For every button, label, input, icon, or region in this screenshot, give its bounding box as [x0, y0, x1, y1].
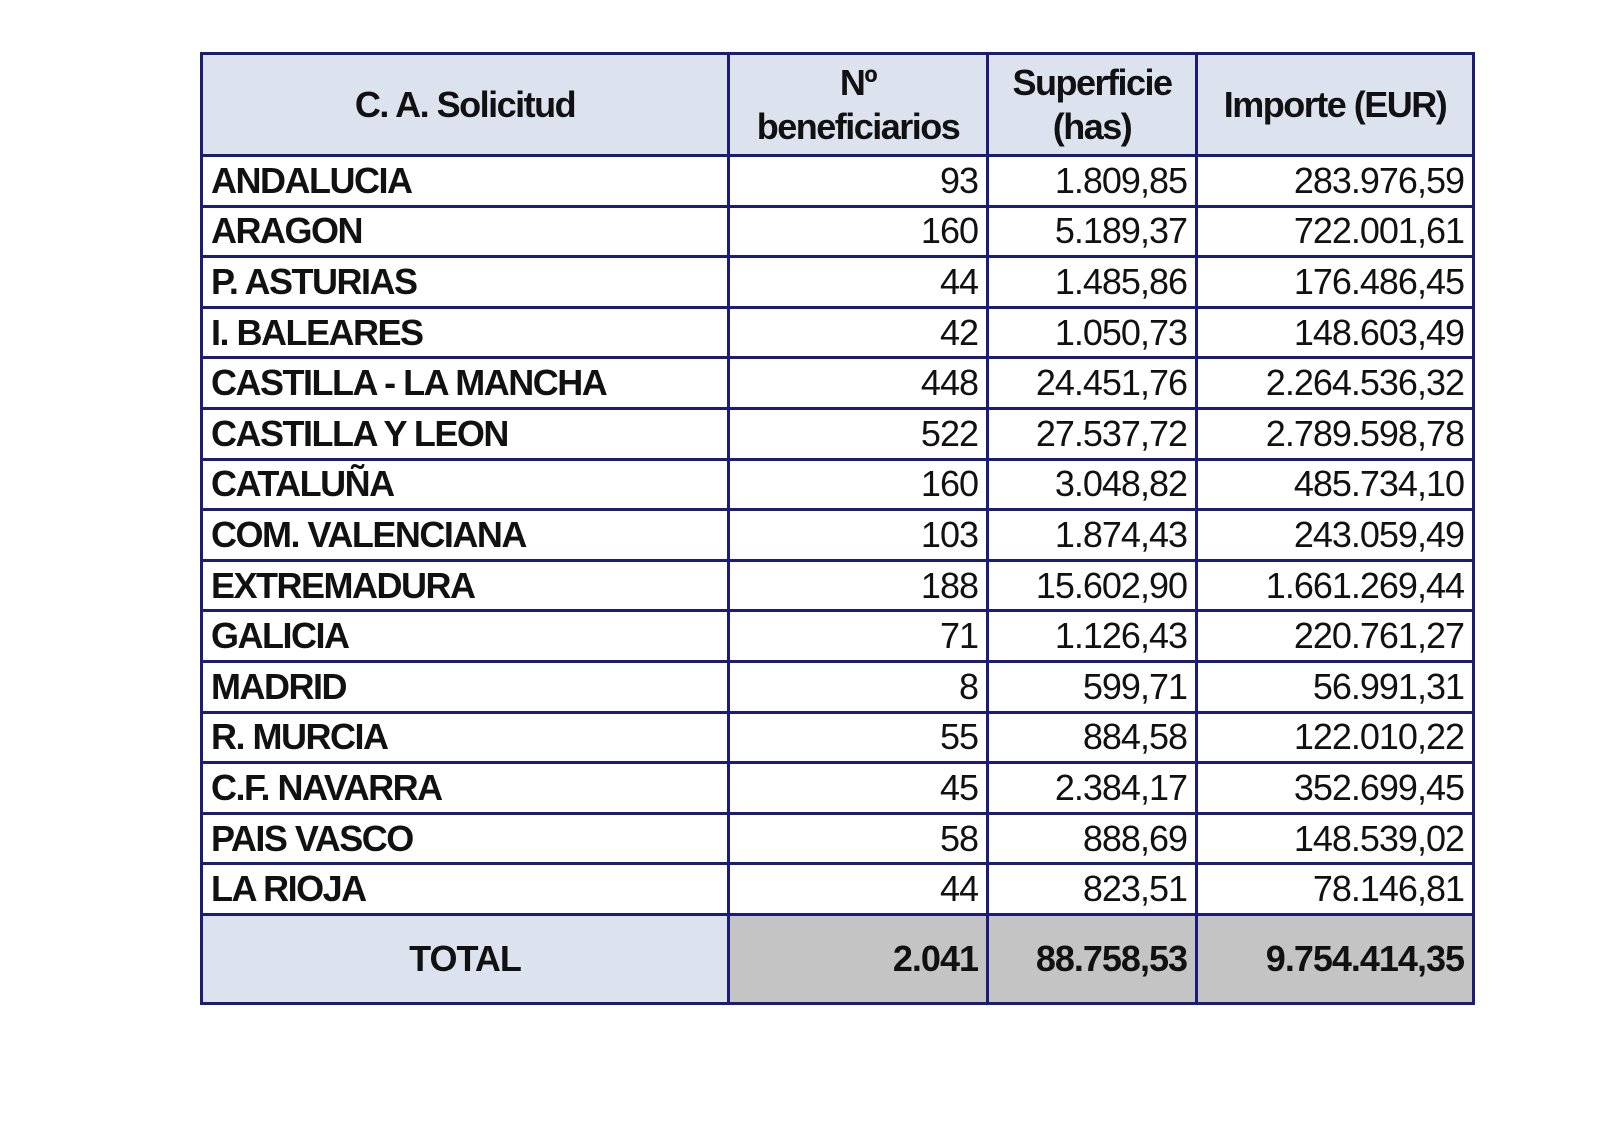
cell-superficie: 5.189,37	[986, 204, 1198, 259]
cell-superficie: 1.485,86	[986, 255, 1198, 309]
cell-region: ANDALUCIA	[200, 154, 730, 208]
cell-beneficiarios: 188	[727, 558, 989, 613]
cell-superficie: 888,69	[986, 811, 1198, 866]
cell-region: EXTREMADURA	[200, 558, 730, 613]
cell-region: CATALUÑA	[200, 457, 730, 512]
table-row: CASTILLA - LA MANCHA 448 24.451,76 2.264.53…	[200, 356, 1475, 410]
cell-importe: 56.991,31	[1195, 659, 1475, 714]
cell-region: GALICIA	[200, 609, 730, 663]
cell-importe: 148.603,49	[1195, 305, 1475, 360]
cell-region: ARAGON	[200, 204, 730, 259]
cell-beneficiarios: 58	[727, 811, 989, 866]
cell-beneficiarios: 42	[727, 305, 989, 360]
cell-beneficiarios: 45	[727, 761, 989, 815]
cell-region: COM. VALENCIANA	[200, 508, 730, 562]
cell-superficie: 1.874,43	[986, 508, 1198, 562]
table-row: R. MURCIA 55 884,58 122.010,22	[200, 710, 1475, 765]
cell-importe: 220.761,27	[1195, 609, 1475, 663]
cell-importe: 148.539,02	[1195, 811, 1475, 866]
table-row: PAIS VASCO 58 888,69 148.539,02	[200, 811, 1475, 866]
table-row: CASTILLA Y LEON 522 27.537,72 2.789.598,78	[200, 406, 1475, 461]
total-row: TOTAL 2.041 88.758,53 9.754.414,35	[200, 912, 1475, 1005]
total-label: TOTAL	[200, 912, 730, 1005]
header-importe: Importe (EUR)	[1195, 52, 1475, 157]
cell-superficie: 823,51	[986, 862, 1198, 916]
cell-beneficiarios: 8	[727, 659, 989, 714]
cell-importe: 2.264.536,32	[1195, 356, 1475, 410]
cell-superficie: 884,58	[986, 710, 1198, 765]
table-row: LA RIOJA 44 823,51 78.146,81	[200, 862, 1475, 916]
cell-superficie: 24.451,76	[986, 356, 1198, 410]
cell-region: CASTILLA Y LEON	[200, 406, 730, 461]
cell-region: P. ASTURIAS	[200, 255, 730, 309]
cell-region: CASTILLA - LA MANCHA	[200, 356, 730, 410]
cell-superficie: 3.048,82	[986, 457, 1198, 512]
cell-beneficiarios: 55	[727, 710, 989, 765]
cell-superficie: 2.384,17	[986, 761, 1198, 815]
cell-importe: 283.976,59	[1195, 154, 1475, 208]
total-importe: 9.754.414,35	[1195, 912, 1475, 1005]
table-row: I. BALEARES 42 1.050,73 148.603,49	[200, 305, 1475, 360]
header-superficie-label: Superficie (has)	[1012, 61, 1173, 147]
header-region: C. A. Solicitud	[200, 52, 730, 157]
header-beneficiarios-label: Nº beneficiarios	[756, 61, 961, 147]
table-row: GALICIA 71 1.126,43 220.761,27	[200, 609, 1475, 663]
table-row: P. ASTURIAS 44 1.485,86 176.486,45	[200, 255, 1475, 309]
table-row: CATALUÑA 160 3.048,82 485.734,10	[200, 457, 1475, 512]
table-row: C.F. NAVARRA 45 2.384,17 352.699,45	[200, 761, 1475, 815]
cell-beneficiarios: 71	[727, 609, 989, 663]
total-beneficiarios: 2.041	[727, 912, 989, 1005]
cell-superficie: 27.537,72	[986, 406, 1198, 461]
total-superficie: 88.758,53	[986, 912, 1198, 1005]
cell-beneficiarios: 103	[727, 508, 989, 562]
cell-region: LA RIOJA	[200, 862, 730, 916]
cell-beneficiarios: 44	[727, 255, 989, 309]
header-superficie: Superficie (has)	[986, 52, 1198, 157]
cell-importe: 122.010,22	[1195, 710, 1475, 765]
cell-superficie: 1.809,85	[986, 154, 1198, 208]
cell-region: I. BALEARES	[200, 305, 730, 360]
cell-region: C.F. NAVARRA	[200, 761, 730, 815]
table-row: MADRID 8 599,71 56.991,31	[200, 659, 1475, 714]
cell-beneficiarios: 448	[727, 356, 989, 410]
cell-importe: 352.699,45	[1195, 761, 1475, 815]
header-beneficiarios: Nº beneficiarios	[727, 52, 989, 157]
cell-importe: 485.734,10	[1195, 457, 1475, 512]
cell-superficie: 15.602,90	[986, 558, 1198, 613]
table-row: COM. VALENCIANA 103 1.874,43 243.059,49	[200, 508, 1475, 562]
cell-importe: 2.789.598,78	[1195, 406, 1475, 461]
cell-beneficiarios: 160	[727, 204, 989, 259]
cell-importe: 78.146,81	[1195, 862, 1475, 916]
cell-region: MADRID	[200, 659, 730, 714]
cell-beneficiarios: 44	[727, 862, 989, 916]
cell-importe: 176.486,45	[1195, 255, 1475, 309]
table-row: ANDALUCIA 93 1.809,85 283.976,59	[200, 154, 1475, 208]
cell-importe: 243.059,49	[1195, 508, 1475, 562]
header-row: C. A. Solicitud Nº beneficiarios Superfi…	[200, 52, 1475, 157]
cell-region: R. MURCIA	[200, 710, 730, 765]
beneficiaries-table: C. A. Solicitud Nº beneficiarios Superfi…	[200, 52, 1475, 1005]
cell-beneficiarios: 160	[727, 457, 989, 512]
cell-region: PAIS VASCO	[200, 811, 730, 866]
cell-importe: 722.001,61	[1195, 204, 1475, 259]
cell-beneficiarios: 93	[727, 154, 989, 208]
table-row: EXTREMADURA 188 15.602,90 1.661.269,44	[200, 558, 1475, 613]
cell-superficie: 1.050,73	[986, 305, 1198, 360]
cell-superficie: 1.126,43	[986, 609, 1198, 663]
cell-superficie: 599,71	[986, 659, 1198, 714]
cell-beneficiarios: 522	[727, 406, 989, 461]
cell-importe: 1.661.269,44	[1195, 558, 1475, 613]
table-row: ARAGON 160 5.189,37 722.001,61	[200, 204, 1475, 259]
